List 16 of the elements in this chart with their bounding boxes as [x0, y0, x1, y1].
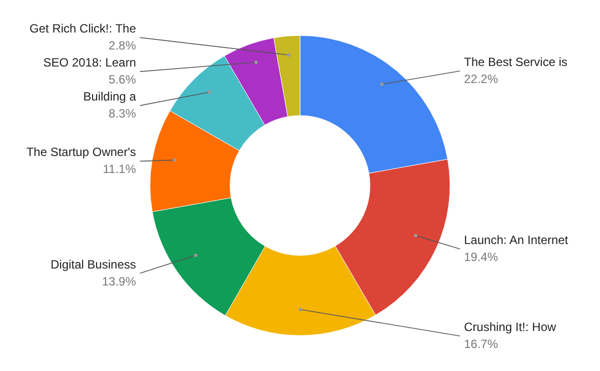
data-label: 8.3%: [108, 106, 136, 121]
slice-label: Launch: An Internet: [464, 233, 569, 248]
slice-label: Get Rich Click!: The: [30, 22, 136, 36]
data-label: 11.1%: [102, 162, 136, 176]
data-label: 22.2%: [464, 72, 498, 86]
slice-label: The Best Service is: [464, 55, 568, 70]
data-label: 13.9%: [102, 274, 136, 288]
slice-label: Crushing It!: How: [464, 320, 556, 334]
data-label: 5.6%: [108, 72, 136, 87]
slice-label: Digital Business: [50, 257, 136, 272]
slice-label: The Startup Owner's: [26, 145, 136, 160]
data-label: 2.8%: [108, 38, 136, 53]
slice-label: SEO 2018: Learn: [43, 56, 136, 70]
data-label: 19.4%: [464, 250, 498, 264]
slice-label: Building a: [83, 90, 136, 104]
data-label: 16.7%: [464, 337, 498, 351]
